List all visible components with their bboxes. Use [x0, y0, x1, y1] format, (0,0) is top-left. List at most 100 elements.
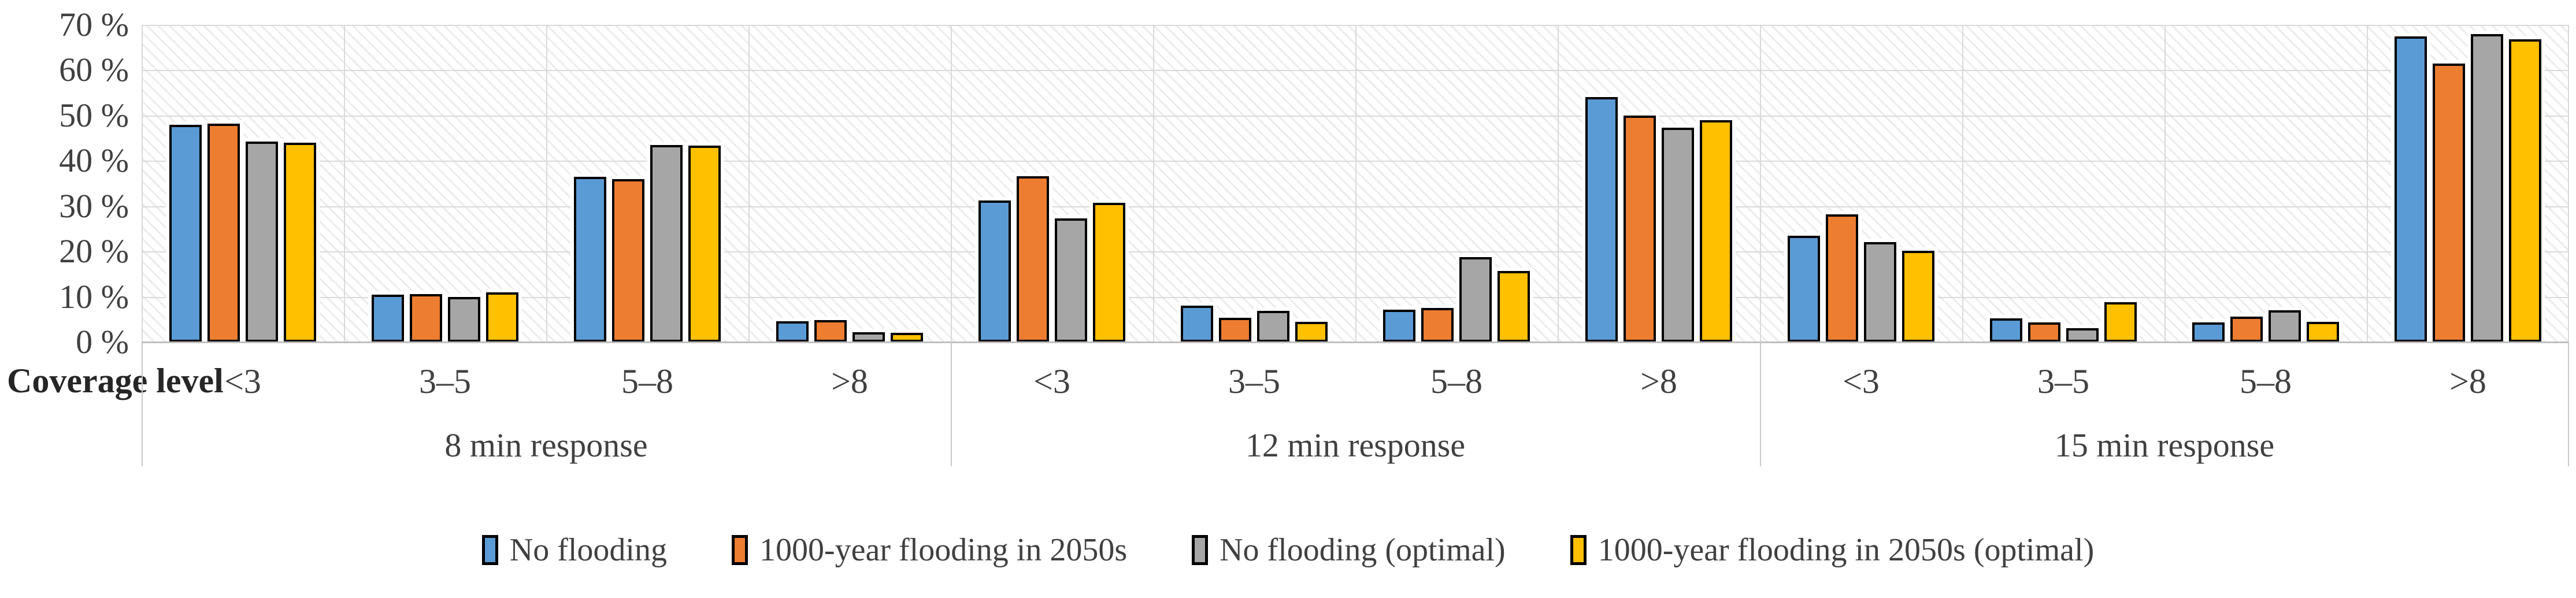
category-boundary-line	[748, 25, 750, 342]
plot-area	[142, 25, 2569, 342]
bar-15min-<3-series2	[1826, 214, 1858, 342]
bar-8min-3–5-series2	[410, 294, 442, 342]
bar-8min->8-series1	[776, 321, 809, 342]
bar-15min->8-series1	[2395, 36, 2427, 342]
category-label-12min-4: >8	[1640, 362, 1677, 400]
bar-15min-3–5-series2	[2028, 322, 2060, 342]
bar-15min->8-series2	[2433, 63, 2465, 342]
category-label-8min-4: >8	[831, 362, 868, 400]
legend-item-2: 1000-year flooding in 2050s	[731, 532, 1128, 568]
bar-12min-5–8-series1	[1383, 309, 1415, 342]
bar-12min-<3-series4	[1093, 203, 1125, 342]
bar-12min->8-series4	[1700, 120, 1732, 342]
category-boundary-line	[1153, 25, 1154, 342]
category-label-15min-1: <3	[1843, 362, 1880, 400]
category-boundary-line	[2367, 25, 2368, 342]
y-tick-label-70: 70 %	[59, 6, 129, 43]
category-label-12min-1: <3	[1033, 362, 1070, 400]
category-boundary-line	[344, 25, 345, 342]
category-boundary-line	[2164, 25, 2166, 342]
bar-15min-<3-series4	[1902, 251, 1934, 342]
legend-item-3: No flooding (optimal)	[1192, 533, 1506, 567]
legend-swatch-icon	[731, 535, 748, 565]
legend-label: 1000-year flooding in 2050s (optimal)	[1598, 532, 2095, 568]
bar-15min-<3-series3	[1864, 242, 1896, 342]
bar-12min->8-series1	[1585, 97, 1618, 342]
legend-swatch-icon	[481, 535, 498, 565]
bar-12min-3–5-series2	[1219, 317, 1251, 342]
category-label-15min-3: 5–8	[2240, 362, 2292, 400]
category-label-15min-4: >8	[2449, 362, 2486, 400]
category-label-12min-2: 3–5	[1228, 362, 1280, 400]
bar-8min-5–8-series4	[688, 146, 721, 342]
category-boundary-line	[1760, 25, 1761, 342]
group-divider-line	[2568, 342, 2569, 466]
group-label-8min: 8 min response	[444, 426, 648, 464]
y-tick-label-20: 20 %	[59, 232, 129, 270]
x-axis-title: Coverage level	[7, 362, 224, 400]
category-boundary-line	[1962, 25, 1963, 342]
bar-15min-5–8-series3	[2269, 310, 2301, 342]
bar-8min->8-series4	[891, 333, 923, 342]
group-label-12min: 12 min response	[1245, 426, 1466, 464]
bar-12min-5–8-series3	[1459, 257, 1492, 342]
legend-item-4: 1000-year flooding in 2050s (optimal)	[1570, 532, 2095, 568]
bar-8min-5–8-series1	[574, 176, 606, 342]
legend-swatch-icon	[1192, 535, 1209, 565]
bar-12min-5–8-series2	[1421, 308, 1454, 342]
category-label-12min-3: 5–8	[1430, 362, 1482, 400]
bar-8min-5–8-series2	[612, 179, 644, 342]
bar-12min-3–5-series4	[1295, 321, 1328, 342]
bar-12min-3–5-series3	[1257, 310, 1289, 342]
bar-8min-3–5-series4	[486, 292, 518, 342]
bar-8min-3–5-series3	[448, 297, 480, 342]
bar-12min-<3-series3	[1055, 218, 1087, 342]
bar-12min-3–5-series1	[1181, 306, 1213, 342]
bar-15min-3–5-series3	[2066, 328, 2099, 342]
category-label-8min-1: <3	[224, 362, 261, 400]
bar-15min-<3-series1	[1788, 235, 1820, 342]
bar-8min-<3-series3	[246, 142, 278, 342]
bar-8min-<3-series2	[207, 123, 240, 342]
legend-label: 1000-year flooding in 2050s	[759, 532, 1128, 568]
bar-15min-5–8-series4	[2307, 322, 2339, 342]
legend-label: No flooding (optimal)	[1220, 532, 1506, 568]
bar-12min-<3-series1	[978, 200, 1011, 342]
group-label-15min: 15 min response	[2054, 426, 2275, 464]
bar-8min->8-series2	[814, 320, 847, 342]
category-boundary-line	[1355, 25, 1356, 342]
bar-12min-5–8-series4	[1498, 270, 1530, 342]
bar-8min-5–8-series3	[650, 144, 683, 342]
chart-legend: No flooding 1000-year flooding in 2050s No…	[0, 533, 2576, 567]
category-label-8min-2: 3–5	[419, 362, 471, 400]
group-divider-line	[1760, 342, 1761, 466]
bar-8min-3–5-series1	[372, 295, 404, 342]
legend-swatch-icon	[1570, 535, 1587, 565]
category-boundary-line	[951, 25, 952, 342]
y-tick-label-10: 10 %	[59, 277, 129, 315]
category-boundary-line	[546, 25, 547, 342]
y-tick-label-60: 60 %	[59, 51, 129, 89]
x-axis-line	[142, 341, 2569, 343]
bar-8min-<3-series4	[284, 142, 316, 342]
y-tick-label-40: 40 %	[59, 142, 129, 180]
category-boundary-line	[1558, 25, 1559, 342]
bar-15min-5–8-series1	[2192, 322, 2225, 342]
y-tick-label-0: 0 %	[76, 323, 129, 361]
legend-label: No flooding	[509, 532, 667, 568]
bar-8min->8-series3	[853, 332, 885, 342]
group-divider-line	[142, 342, 143, 466]
category-boundary-line	[142, 25, 143, 342]
category-label-8min-3: 5–8	[621, 362, 673, 400]
y-tick-label-30: 30 %	[59, 187, 129, 225]
bar-12min->8-series3	[1662, 128, 1694, 342]
bar-15min-3–5-series4	[2104, 302, 2137, 342]
bar-15min->8-series4	[2509, 39, 2541, 342]
bar-12min->8-series2	[1624, 115, 1656, 342]
bar-15min->8-series3	[2471, 34, 2503, 342]
group-divider-line	[951, 342, 952, 466]
bar-15min-5–8-series2	[2230, 317, 2263, 342]
bar-12min-<3-series2	[1017, 176, 1049, 342]
category-label-15min-2: 3–5	[2037, 362, 2089, 400]
